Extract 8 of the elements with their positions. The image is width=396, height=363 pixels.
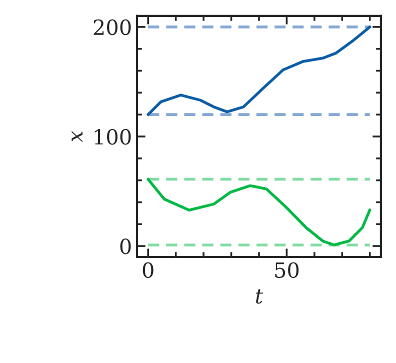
x-axis-title: t — [256, 289, 264, 304]
y-tick-label: 100 — [94, 128, 131, 145]
y-axis-title: x — [72, 130, 82, 142]
line-series — [146, 178, 372, 246]
y-tick-label: 0 — [120, 238, 131, 254]
line-series — [146, 26, 372, 116]
x-tick-label: 50 — [275, 262, 299, 278]
y-tick-label: 200 — [94, 19, 131, 36]
